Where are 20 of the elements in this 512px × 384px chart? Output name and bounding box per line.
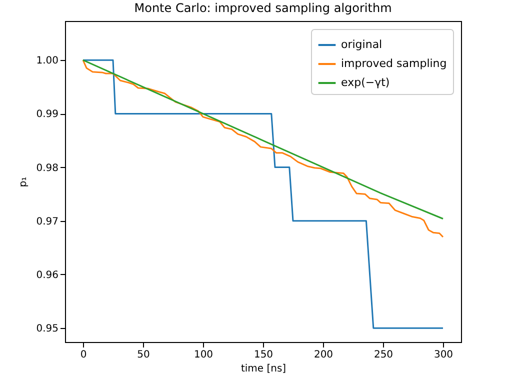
y-tick-label: 0.97: [36, 216, 58, 228]
chart-title: Monte Carlo: improved sampling algorithm: [134, 1, 392, 15]
x-tick-label: 150: [254, 350, 274, 360]
y-axis-title: p₁: [18, 176, 30, 188]
y-tick-label: 0.95: [36, 324, 58, 335]
y-tick-label: 0.99: [36, 109, 58, 120]
y-tick-label: 0.98: [36, 162, 58, 174]
x-tick-label: 200: [314, 350, 334, 360]
x-tick-label: 0: [80, 350, 87, 360]
x-tick-label: 100: [194, 350, 214, 360]
y-tick-label: 0.96: [36, 270, 58, 281]
x-tick-label: 300: [434, 350, 454, 360]
line-series: [82, 59, 444, 329]
x-axis-title: time [ns]: [240, 364, 286, 374]
y-tick-label: 1.00: [36, 56, 58, 67]
legend-label: improved sampling: [341, 57, 447, 70]
legend-label: original: [341, 38, 382, 51]
x-tick-label: 50: [137, 350, 150, 360]
x-tick-label: 250: [374, 350, 394, 360]
legend-label: exp(−γt): [341, 76, 390, 89]
